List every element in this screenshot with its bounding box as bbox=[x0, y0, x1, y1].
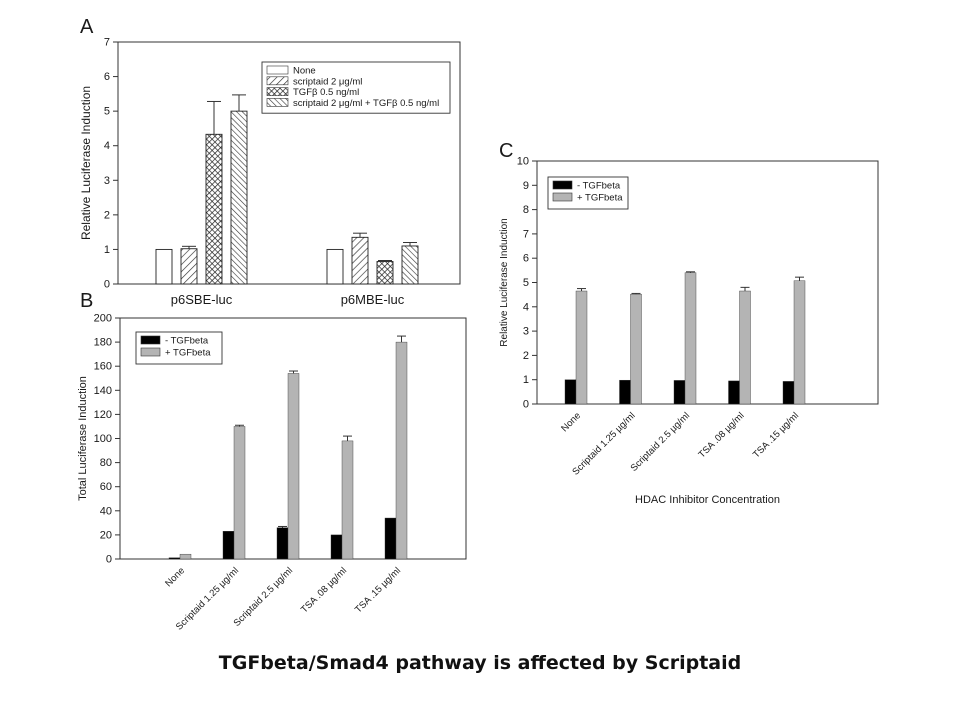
bar bbox=[782, 381, 795, 405]
bar bbox=[180, 248, 198, 285]
bar bbox=[287, 373, 300, 560]
x-tick-label: Scriptaid 2.5 µg/ml bbox=[629, 410, 693, 474]
y-tick-label: 5 bbox=[523, 277, 529, 289]
y-axis-label: Relative Luciferase Induction bbox=[79, 86, 93, 240]
legend-label: scriptaid 2 μg/ml bbox=[293, 76, 362, 87]
legend-swatch bbox=[552, 180, 573, 190]
y-tick-label: 1 bbox=[523, 374, 529, 386]
bar bbox=[384, 517, 397, 560]
legend-label: + TGFbeta bbox=[577, 193, 623, 204]
panel-letter: A bbox=[80, 16, 94, 38]
bar bbox=[575, 290, 588, 405]
bar bbox=[341, 440, 354, 560]
legend-swatch bbox=[266, 98, 289, 107]
bar bbox=[155, 248, 173, 285]
y-tick-label: 140 bbox=[94, 385, 112, 397]
y-tick-label: 10 bbox=[517, 156, 529, 168]
y-tick-label: 40 bbox=[100, 505, 112, 517]
legend-label: None bbox=[293, 66, 316, 77]
panel-b-chart: B 0 20 40 60 80 100 120 140 160 180 200 Total Lucife… bbox=[77, 290, 467, 633]
bar bbox=[619, 379, 631, 405]
bar bbox=[376, 261, 394, 285]
legend-label: - TGFbeta bbox=[165, 336, 209, 347]
y-axis-label: Total Luciferase Induction bbox=[77, 376, 89, 501]
legend-swatch bbox=[266, 76, 289, 86]
y-tick-label: 0 bbox=[523, 399, 529, 411]
bar bbox=[739, 290, 751, 405]
y-tick-label: 180 bbox=[94, 337, 112, 349]
legend-label: + TGFbeta bbox=[165, 348, 211, 359]
bar bbox=[179, 553, 192, 560]
legend-swatch bbox=[140, 335, 161, 345]
bar bbox=[793, 280, 806, 405]
y-tick-label: 100 bbox=[94, 433, 112, 445]
panel-letter: B bbox=[80, 290, 93, 312]
y-tick-label: 6 bbox=[523, 253, 529, 265]
figure-caption: TGFbeta/Smad4 pathway is affected by Scr… bbox=[218, 652, 742, 674]
legend-label: - TGFbeta bbox=[577, 181, 621, 192]
y-tick-label: 5 bbox=[104, 106, 110, 118]
y-tick-label: 7 bbox=[523, 228, 529, 240]
panel-a-chart: A 0 1 2 3 4 5 6 7 Relative Luciferase Induction p6… bbox=[79, 16, 461, 307]
bar bbox=[276, 527, 289, 560]
y-tick-label: 60 bbox=[100, 481, 112, 493]
x-tick-label: None bbox=[559, 410, 583, 434]
x-tick-label: p6SBE-luc bbox=[171, 292, 233, 307]
bar bbox=[564, 379, 577, 405]
x-tick-label: TSA .15 µg/ml bbox=[353, 565, 403, 615]
bar bbox=[230, 110, 248, 285]
legend-swatch bbox=[266, 65, 289, 75]
x-tick-label: p6MBE-luc bbox=[341, 292, 405, 307]
panel-c-chart: C 0 1 2 3 4 5 6 7 8 9 10 Relative Luciferase Inducti… bbox=[499, 140, 879, 506]
y-tick-label: 1 bbox=[104, 244, 110, 256]
x-tick-label: TSA .15 µg/ml bbox=[751, 410, 801, 460]
y-tick-label: 120 bbox=[94, 409, 112, 421]
y-tick-label: 3 bbox=[523, 326, 529, 338]
y-tick-label: 20 bbox=[100, 529, 112, 541]
bar bbox=[728, 380, 740, 405]
bar bbox=[168, 557, 181, 560]
bar bbox=[673, 380, 686, 405]
y-tick-label: 160 bbox=[94, 361, 112, 373]
y-tick-label: 9 bbox=[523, 180, 529, 192]
bar bbox=[326, 248, 344, 285]
plot-frame bbox=[117, 41, 461, 285]
bar bbox=[205, 133, 223, 285]
bar bbox=[233, 426, 246, 560]
y-axis-label: Relative Luciferase Induction bbox=[499, 218, 510, 346]
bar bbox=[401, 245, 419, 285]
x-tick-label: Scriptaid 2.5 µg/ml bbox=[232, 565, 296, 629]
y-tick-label: 2 bbox=[104, 209, 110, 221]
y-tick-label: 4 bbox=[523, 301, 529, 313]
legend-box bbox=[261, 61, 451, 114]
bar bbox=[395, 341, 408, 560]
bar bbox=[630, 293, 642, 405]
bar bbox=[330, 534, 343, 560]
y-tick-label: 200 bbox=[94, 313, 112, 325]
legend-swatch bbox=[552, 192, 573, 202]
y-tick-label: 0 bbox=[104, 279, 110, 291]
y-tick-label: 3 bbox=[104, 175, 110, 187]
y-tick-label: 0 bbox=[106, 554, 112, 566]
y-tick-label: 8 bbox=[523, 204, 529, 216]
legend-swatch bbox=[140, 347, 161, 357]
legend-swatch bbox=[266, 87, 289, 96]
bar bbox=[684, 272, 697, 405]
bar bbox=[351, 236, 369, 285]
panel-letter: C bbox=[499, 140, 513, 162]
x-axis-label: HDAC Inhibitor Concentration bbox=[635, 494, 780, 506]
x-tick-label: None bbox=[163, 565, 187, 589]
legend-label: scriptaid 2 μg/ml + TGFβ 0.5 ng/ml bbox=[293, 98, 439, 109]
x-tick-label: TSA .08 µg/ml bbox=[697, 410, 747, 460]
legend-label: TGFβ 0.5 ng/ml bbox=[293, 87, 359, 98]
bar bbox=[222, 531, 235, 560]
y-tick-label: 4 bbox=[104, 140, 110, 152]
y-tick-label: 80 bbox=[100, 457, 112, 469]
x-tick-label: TSA .08 µg/ml bbox=[299, 565, 349, 615]
y-tick-label: 7 bbox=[104, 37, 110, 49]
y-tick-label: 2 bbox=[523, 350, 529, 362]
y-tick-label: 6 bbox=[104, 71, 110, 83]
